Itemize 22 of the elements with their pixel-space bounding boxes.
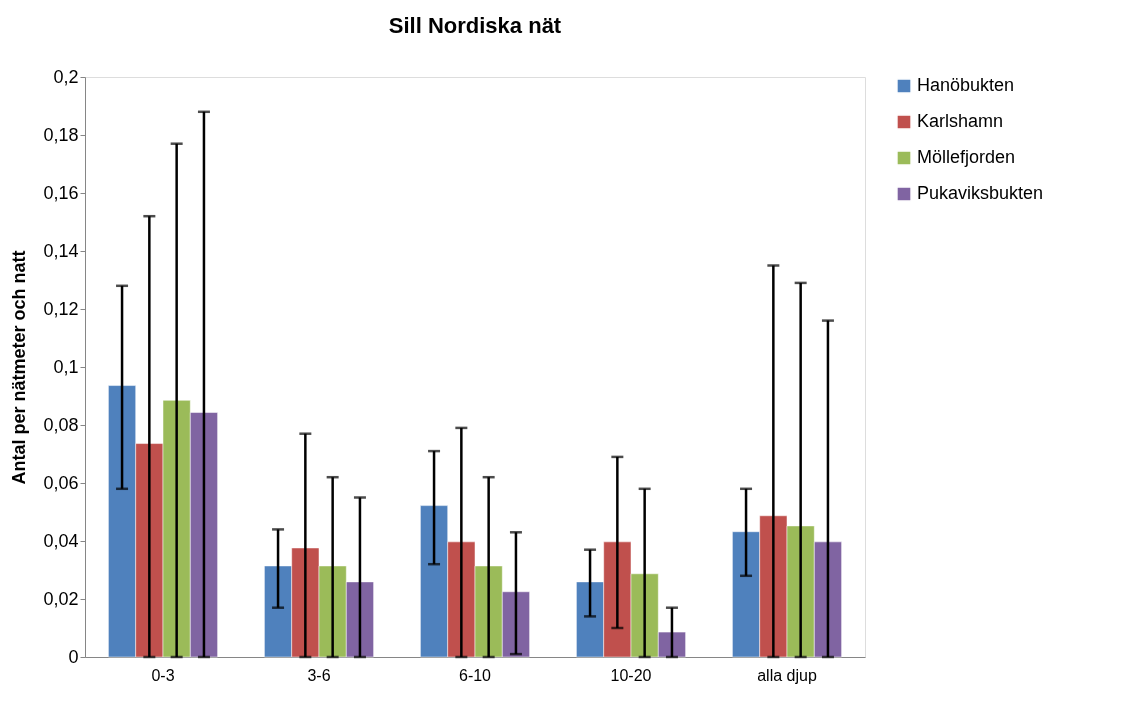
y-tick-label: 0,16 [43, 182, 79, 203]
x-tick-label: 3-6 [307, 666, 331, 684]
y-tick-label: 0 [68, 646, 79, 667]
y-tick-label: 0,2 [53, 66, 79, 87]
y-tick-label: 0,02 [43, 588, 79, 609]
x-tick-label: alla djup [757, 666, 817, 684]
x-tick-label: 0-3 [151, 666, 175, 684]
y-tick-label: 0,08 [43, 414, 79, 435]
y-axis-title: Antal per nätmeter och natt [9, 250, 30, 485]
legend-label: Karlshamn [917, 111, 1004, 131]
x-tick-label: 10-20 [610, 666, 652, 684]
y-tick-label: 0,12 [43, 298, 79, 319]
y-tick-label: 0,18 [43, 124, 79, 145]
y-tick-label: 0,14 [43, 240, 79, 261]
x-tick-label: 6-10 [458, 666, 492, 684]
legend-label: Hanöbukten [917, 75, 1015, 95]
chart-title: Sill Nordiska nät [388, 13, 562, 38]
y-tick-label: 0,04 [43, 530, 79, 551]
y-tick-label: 0,06 [43, 472, 79, 493]
legend-label: Pukaviksbukten [917, 183, 1044, 203]
legend-label: Möllefjorden [917, 147, 1016, 167]
y-tick-label: 0,1 [53, 356, 79, 377]
